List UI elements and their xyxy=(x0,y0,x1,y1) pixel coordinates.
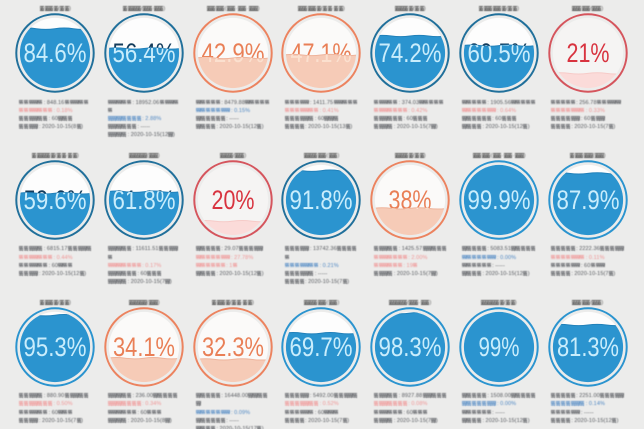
svg-text:99.9%: 99.9% xyxy=(467,185,530,215)
svg-text:32.3%: 32.3% xyxy=(202,332,264,362)
svg-text:38%: 38% xyxy=(389,185,432,215)
svg-text:34.1%: 34.1% xyxy=(113,332,175,362)
svg-text:87.9%: 87.9% xyxy=(556,185,619,215)
svg-text:99%: 99% xyxy=(478,332,519,362)
svg-text:81.3%: 81.3% xyxy=(557,332,619,362)
svg-text:69.7%: 69.7% xyxy=(290,332,353,362)
svg-text:84.6%: 84.6% xyxy=(24,38,87,68)
svg-text:42.9%: 42.9% xyxy=(201,38,264,68)
svg-text:20%: 20% xyxy=(211,185,254,215)
svg-text:32.3%: 32.3% xyxy=(202,332,264,362)
svg-text:60.5%: 60.5% xyxy=(467,38,530,68)
svg-text:34.1%: 34.1% xyxy=(113,332,175,362)
svg-text:98.3%: 98.3% xyxy=(379,332,442,362)
svg-text:95.3%: 95.3% xyxy=(24,332,87,362)
svg-text:61.8%: 61.8% xyxy=(113,185,176,215)
svg-text:74.2%: 74.2% xyxy=(379,38,442,68)
svg-text:91.8%: 91.8% xyxy=(290,185,353,215)
svg-text:47.1%: 47.1% xyxy=(291,38,352,68)
svg-text:21%: 21% xyxy=(566,38,609,68)
svg-text:59.6%: 59.6% xyxy=(24,185,87,215)
svg-text:56.4%: 56.4% xyxy=(113,38,176,68)
